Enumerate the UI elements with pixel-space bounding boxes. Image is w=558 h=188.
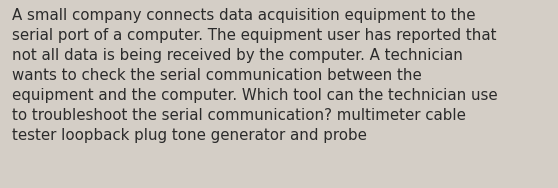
Text: A small company connects data acquisition equipment to the
serial port of a comp: A small company connects data acquisitio… xyxy=(12,8,498,143)
